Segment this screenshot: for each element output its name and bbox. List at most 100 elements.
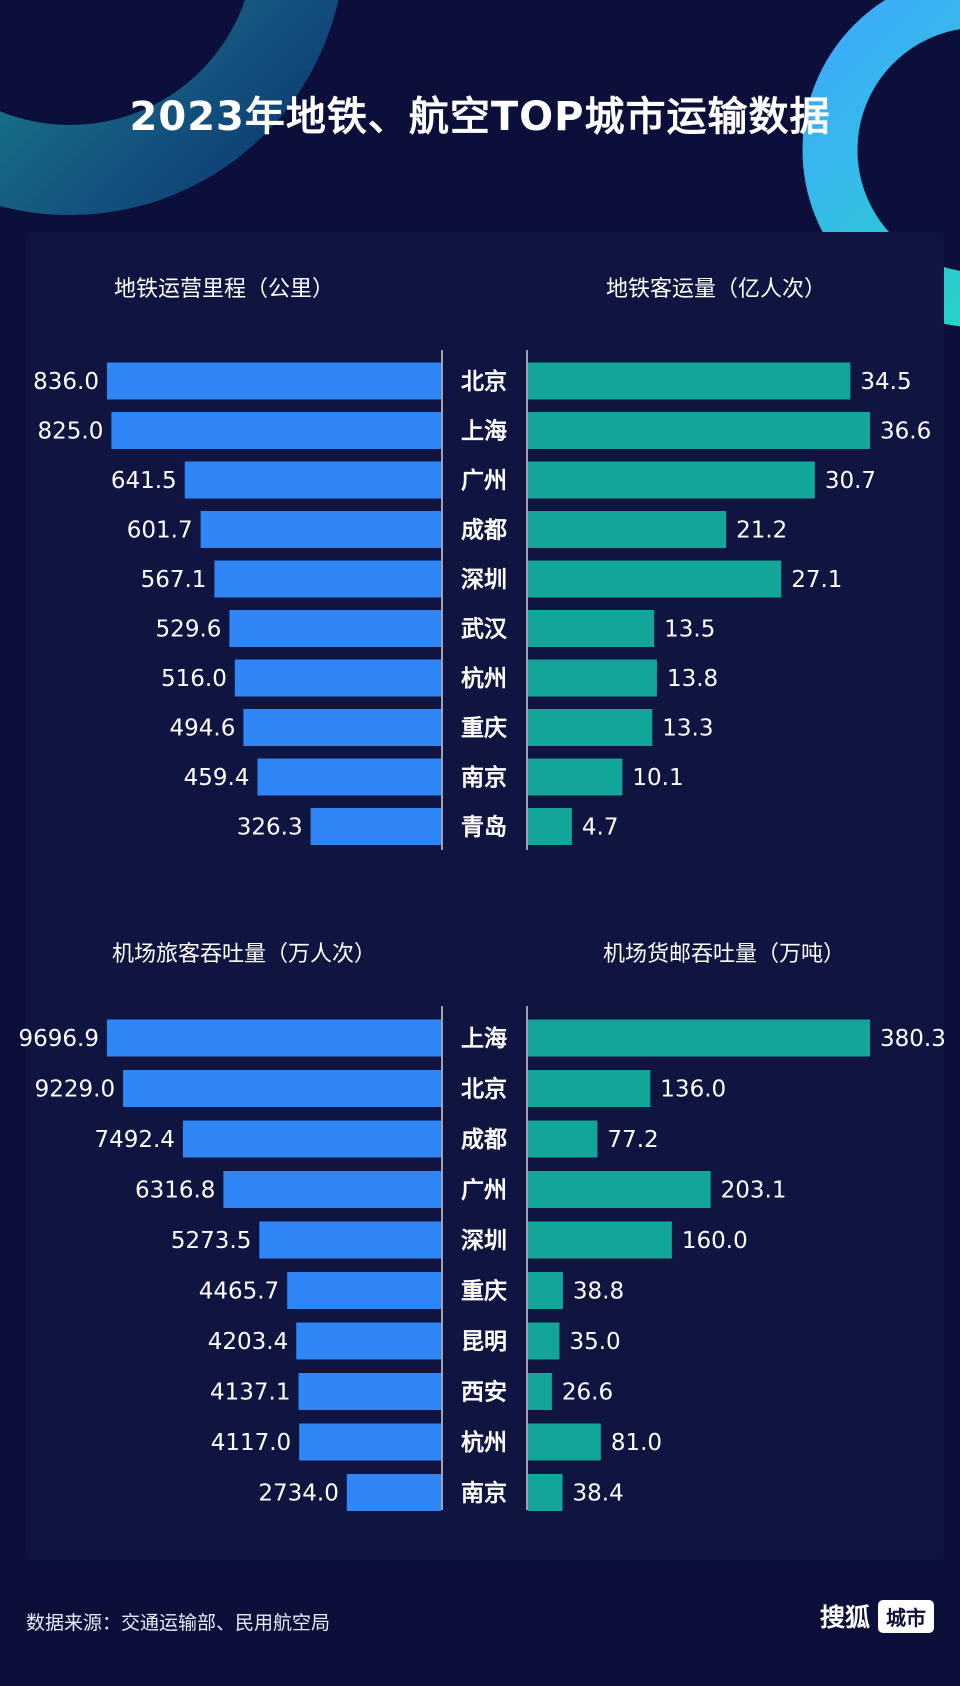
data-label: 81.0 xyxy=(611,1430,662,1456)
brand-name: 搜狐 xyxy=(819,1603,870,1632)
bar xyxy=(346,1474,441,1511)
category-label: 深圳 xyxy=(461,567,507,593)
bar xyxy=(257,758,441,796)
category-label: 杭州 xyxy=(461,1429,507,1456)
category-label: 北京 xyxy=(461,1076,507,1103)
category-label: 杭州 xyxy=(461,665,507,692)
top-left-arc-decoration xyxy=(0,0,339,215)
bar xyxy=(298,1373,441,1410)
category-label: 成都 xyxy=(461,1127,507,1153)
data-label: 26.6 xyxy=(562,1380,613,1406)
category-label: 重庆 xyxy=(461,715,507,742)
bar xyxy=(184,461,441,499)
chart-panel xyxy=(26,232,944,1560)
data-label: 494.6 xyxy=(170,716,236,742)
data-label: 9696.9 xyxy=(19,1026,99,1052)
data-label: 380.3 xyxy=(880,1026,946,1052)
data-label: 160.0 xyxy=(682,1228,748,1254)
data-label: 567.1 xyxy=(141,567,207,593)
data-label: 7492.4 xyxy=(94,1127,174,1153)
chart-title: 机场货邮吞吐量（万吨） xyxy=(603,942,845,967)
data-label: 836.0 xyxy=(33,369,99,395)
data-label: 38.4 xyxy=(573,1481,624,1507)
bar xyxy=(528,808,572,845)
page-title: 2023年地铁、航空TOP城市运输数据 xyxy=(129,94,831,140)
data-label: 4137.1 xyxy=(210,1380,290,1406)
data-label: 34.5 xyxy=(860,369,911,395)
data-label: 30.7 xyxy=(825,468,876,494)
bar xyxy=(528,412,870,449)
bar xyxy=(310,808,441,845)
bar xyxy=(107,1019,441,1057)
category-label: 上海 xyxy=(461,418,507,445)
data-label: 601.7 xyxy=(127,518,193,544)
data-label: 4203.4 xyxy=(208,1329,288,1355)
category-label: 广州 xyxy=(461,467,507,494)
category-label: 昆明 xyxy=(461,1329,507,1355)
category-label: 武汉 xyxy=(461,617,508,643)
bar xyxy=(528,461,815,499)
category-label: 上海 xyxy=(461,1025,507,1052)
category-label: 南京 xyxy=(461,764,507,791)
data-label: 516.0 xyxy=(161,666,227,692)
data-label: 36.6 xyxy=(880,419,931,445)
bar xyxy=(528,1272,563,1309)
bar xyxy=(259,1221,441,1259)
bar xyxy=(528,1019,870,1057)
source-note: 数据来源：交通运输部、民用航空局 xyxy=(26,1612,331,1634)
category-label: 青岛 xyxy=(461,814,507,841)
data-label: 2734.0 xyxy=(258,1481,338,1507)
data-label: 77.2 xyxy=(607,1127,658,1153)
bar xyxy=(223,1171,441,1208)
bar xyxy=(528,610,655,647)
bar xyxy=(528,709,653,746)
data-label: 4.7 xyxy=(582,815,619,841)
data-label: 4117.0 xyxy=(211,1430,291,1456)
bar xyxy=(528,1070,651,1107)
bar xyxy=(528,1120,598,1158)
bar xyxy=(528,758,623,796)
bar xyxy=(528,362,851,400)
bar xyxy=(296,1322,441,1360)
chart-title: 机场旅客吞吐量（万人次） xyxy=(112,942,376,967)
bar xyxy=(107,362,441,400)
bar xyxy=(528,1221,672,1259)
bar xyxy=(528,560,782,598)
bar xyxy=(528,1322,560,1360)
bar xyxy=(243,709,441,746)
data-label: 9229.0 xyxy=(35,1077,115,1103)
bar xyxy=(528,1373,552,1410)
chart-title: 地铁运营里程（公里） xyxy=(114,277,334,302)
bar xyxy=(214,560,441,598)
data-label: 13.5 xyxy=(664,617,715,643)
category-label: 西安 xyxy=(461,1379,507,1406)
data-label: 529.6 xyxy=(156,617,222,643)
bar xyxy=(200,511,441,548)
brand-tag: 城市 xyxy=(878,1599,934,1633)
bar xyxy=(528,511,727,548)
data-label: 326.3 xyxy=(237,815,303,841)
category-label: 北京 xyxy=(461,368,507,395)
bar xyxy=(229,610,441,647)
category-label: 成都 xyxy=(461,518,507,544)
data-label: 203.1 xyxy=(721,1178,787,1204)
data-label: 6316.8 xyxy=(135,1178,215,1204)
bar xyxy=(299,1423,441,1461)
data-label: 13.8 xyxy=(667,666,718,692)
bar xyxy=(123,1070,442,1107)
data-label: 13.3 xyxy=(662,716,713,742)
data-label: 35.0 xyxy=(569,1329,620,1355)
data-label: 27.1 xyxy=(791,567,842,593)
data-label: 136.0 xyxy=(660,1077,726,1103)
bar xyxy=(528,659,657,697)
bar xyxy=(528,1423,601,1461)
bar xyxy=(528,1474,563,1511)
bar xyxy=(528,1171,711,1208)
category-label: 重庆 xyxy=(461,1278,507,1305)
category-label: 南京 xyxy=(461,1480,507,1507)
brand-logo: 搜狐 城市 xyxy=(820,1598,934,1634)
data-label: 825.0 xyxy=(38,419,104,445)
category-label: 深圳 xyxy=(461,1228,507,1254)
